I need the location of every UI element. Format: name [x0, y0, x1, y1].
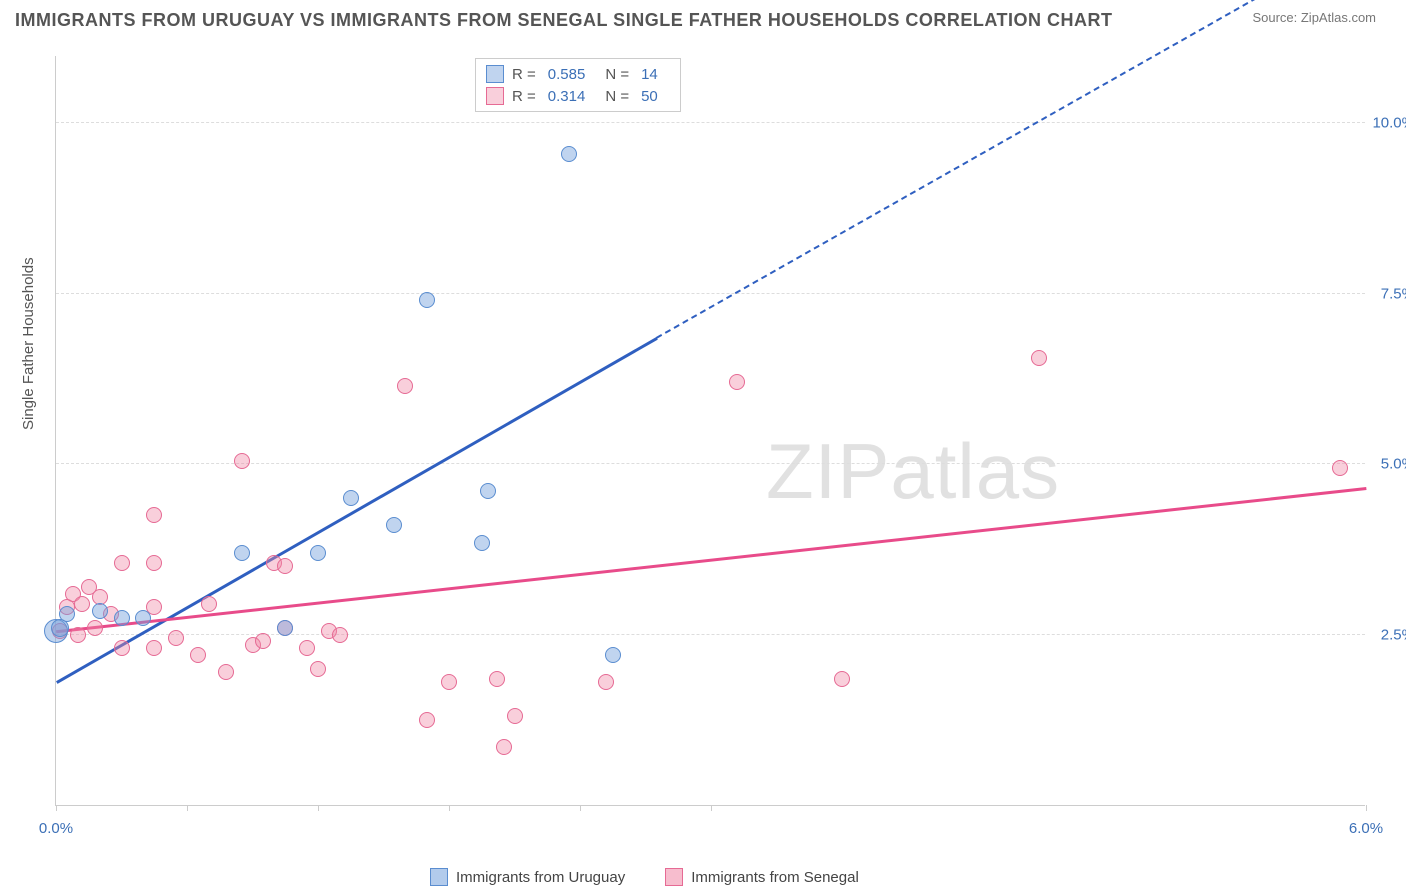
data-point	[474, 535, 490, 551]
data-point	[1332, 460, 1348, 476]
legend-row-uruguay: R =0.585 N =14	[486, 63, 670, 85]
swatch-senegal-icon	[665, 868, 683, 886]
data-point	[729, 374, 745, 390]
trend-line	[56, 337, 658, 683]
data-point	[419, 712, 435, 728]
legend-bottom: Immigrants from Uruguay Immigrants from …	[430, 868, 859, 886]
data-point	[310, 545, 326, 561]
data-point	[114, 640, 130, 656]
data-point	[255, 633, 271, 649]
y-tick-label: 5.0%	[1370, 456, 1406, 473]
legend-row-senegal: R =0.314 N =50	[486, 85, 670, 107]
data-point	[190, 647, 206, 663]
data-point	[74, 596, 90, 612]
data-point	[834, 671, 850, 687]
x-tick	[580, 805, 581, 811]
trend-line	[56, 487, 1366, 633]
x-tick	[1366, 805, 1367, 811]
legend-item-uruguay: Immigrants from Uruguay	[430, 868, 625, 886]
x-tick	[56, 805, 57, 811]
swatch-senegal	[486, 87, 504, 105]
legend-item-senegal: Immigrants from Senegal	[665, 868, 859, 886]
data-point	[201, 596, 217, 612]
data-point	[299, 640, 315, 656]
data-point	[277, 620, 293, 636]
data-point	[277, 558, 293, 574]
data-point	[92, 603, 108, 619]
data-point	[480, 483, 496, 499]
x-tick	[711, 805, 712, 811]
data-point	[598, 674, 614, 690]
chart-header: IMMIGRANTS FROM URUGUAY VS IMMIGRANTS FR…	[0, 0, 1406, 31]
data-point	[496, 739, 512, 755]
data-point	[59, 606, 75, 622]
data-point	[343, 490, 359, 506]
data-point	[114, 555, 130, 571]
data-point	[234, 545, 250, 561]
x-tick-label: 6.0%	[1349, 820, 1383, 837]
data-point	[1031, 350, 1047, 366]
y-axis-label: Single Father Households	[20, 257, 37, 430]
data-point	[419, 292, 435, 308]
legend-stats: R =0.585 N =14 R =0.314 N =50	[475, 58, 681, 112]
data-point	[146, 640, 162, 656]
data-point	[218, 664, 234, 680]
data-point	[397, 378, 413, 394]
data-point	[386, 517, 402, 533]
data-point	[146, 555, 162, 571]
x-tick	[187, 805, 188, 811]
swatch-uruguay	[486, 65, 504, 83]
x-tick	[318, 805, 319, 811]
x-tick-label: 0.0%	[39, 820, 73, 837]
chart-source: Source: ZipAtlas.com	[1252, 10, 1376, 25]
data-point	[561, 146, 577, 162]
data-point	[168, 630, 184, 646]
data-point	[87, 620, 103, 636]
data-point	[441, 674, 457, 690]
data-point	[135, 610, 151, 626]
grid-line	[56, 634, 1365, 635]
y-tick-label: 10.0%	[1370, 115, 1406, 132]
watermark: ZIPatlas	[766, 426, 1060, 517]
trend-line	[656, 0, 1301, 339]
data-point	[234, 453, 250, 469]
x-tick	[449, 805, 450, 811]
data-point	[605, 647, 621, 663]
data-point	[332, 627, 348, 643]
y-tick-label: 7.5%	[1370, 285, 1406, 302]
chart-title: IMMIGRANTS FROM URUGUAY VS IMMIGRANTS FR…	[15, 10, 1113, 31]
data-point	[146, 507, 162, 523]
y-tick-label: 2.5%	[1370, 626, 1406, 643]
grid-line	[56, 463, 1365, 464]
data-point	[114, 610, 130, 626]
data-point	[489, 671, 505, 687]
grid-line	[56, 293, 1365, 294]
swatch-uruguay-icon	[430, 868, 448, 886]
data-point	[507, 708, 523, 724]
grid-line	[56, 122, 1365, 123]
data-point	[70, 627, 86, 643]
data-point	[310, 661, 326, 677]
scatter-chart: ZIPatlas 2.5%5.0%7.5%10.0%0.0%6.0%	[55, 56, 1365, 806]
